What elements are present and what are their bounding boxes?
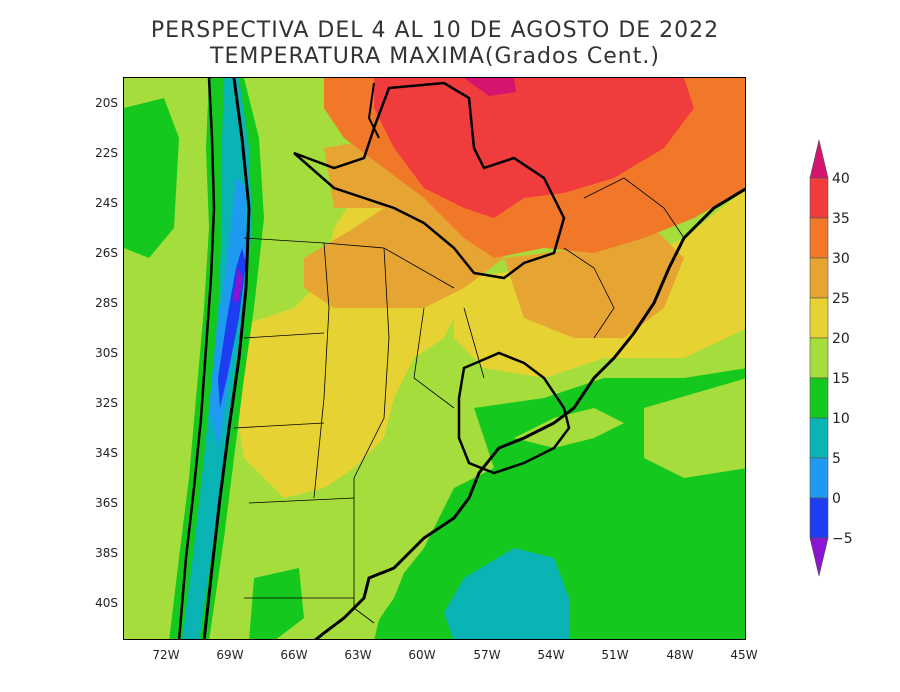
colorbar-label: 20 <box>832 331 850 347</box>
colorbar-segment <box>809 217 829 259</box>
lat-label: 32S <box>95 396 118 410</box>
lat-label: 30S <box>95 346 118 360</box>
lon-label: 45W <box>730 648 758 662</box>
andes-violet <box>233 268 243 303</box>
colorbar-segment <box>809 297 829 339</box>
paraguay-border <box>293 81 566 280</box>
lon-label: 72W <box>152 648 180 662</box>
colorbar-label: 40 <box>832 171 850 187</box>
colorbar-top-arrow <box>809 139 829 179</box>
patagonia-green <box>249 568 304 639</box>
field-35-40 <box>374 78 694 218</box>
colorbar-bottom-arrow <box>809 537 829 577</box>
lon-label: 60W <box>408 648 436 662</box>
colorbar-segment <box>809 177 829 219</box>
colorbar-segment <box>809 377 829 419</box>
lon-label: 57W <box>473 648 501 662</box>
pacific-green-patch <box>124 98 179 258</box>
lat-label: 36S <box>95 496 118 510</box>
colorbar-label: 25 <box>832 291 850 307</box>
lon-label: 66W <box>280 648 308 662</box>
pacific-coastline <box>177 78 216 639</box>
lat-label: 34S <box>95 446 118 460</box>
chile-argentina-border <box>202 78 251 639</box>
field-above-40 <box>464 78 516 96</box>
colorbar-label: 15 <box>832 371 850 387</box>
lat-label: 40S <box>95 596 118 610</box>
colorbar-segment <box>809 457 829 499</box>
colorbar-segment <box>809 497 829 539</box>
atlantic-east-light <box>644 378 745 478</box>
temperature-field <box>124 78 745 639</box>
uruguay-border <box>457 351 571 475</box>
cold-sea-patch <box>444 548 569 639</box>
lon-label: 63W <box>344 648 372 662</box>
colorbar-label: 35 <box>832 211 850 227</box>
lat-label: 24S <box>95 196 118 210</box>
lon-label: 48W <box>666 648 694 662</box>
lat-label: 26S <box>95 246 118 260</box>
lat-label: 28S <box>95 296 118 310</box>
lat-label: 38S <box>95 546 118 560</box>
map-subtitle: TEMPERATURA MAXIMA(Grados Cent.) <box>210 44 660 69</box>
colorbar-label: −5 <box>832 531 853 547</box>
province-lines <box>233 177 685 624</box>
colorbar-segment <box>809 337 829 379</box>
atlantic-coastline <box>314 187 745 639</box>
map-title: PERSPECTIVA DEL 4 AL 10 DE AGOSTO DE 202… <box>150 18 720 43</box>
colorbar-segment <box>809 257 829 299</box>
colorbar-label: 5 <box>832 451 841 467</box>
lon-label: 51W <box>601 648 629 662</box>
lon-label: 54W <box>537 648 565 662</box>
lat-label: 22S <box>95 146 118 160</box>
temperature-map <box>123 77 746 640</box>
colorbar-label: 30 <box>832 251 850 267</box>
colorbar-label: 10 <box>832 411 850 427</box>
bolivia-border <box>367 82 380 139</box>
colorbar-segment <box>809 417 829 459</box>
lon-label: 69W <box>216 648 244 662</box>
lat-label: 20S <box>95 96 118 110</box>
colorbar-label: 0 <box>832 491 841 507</box>
